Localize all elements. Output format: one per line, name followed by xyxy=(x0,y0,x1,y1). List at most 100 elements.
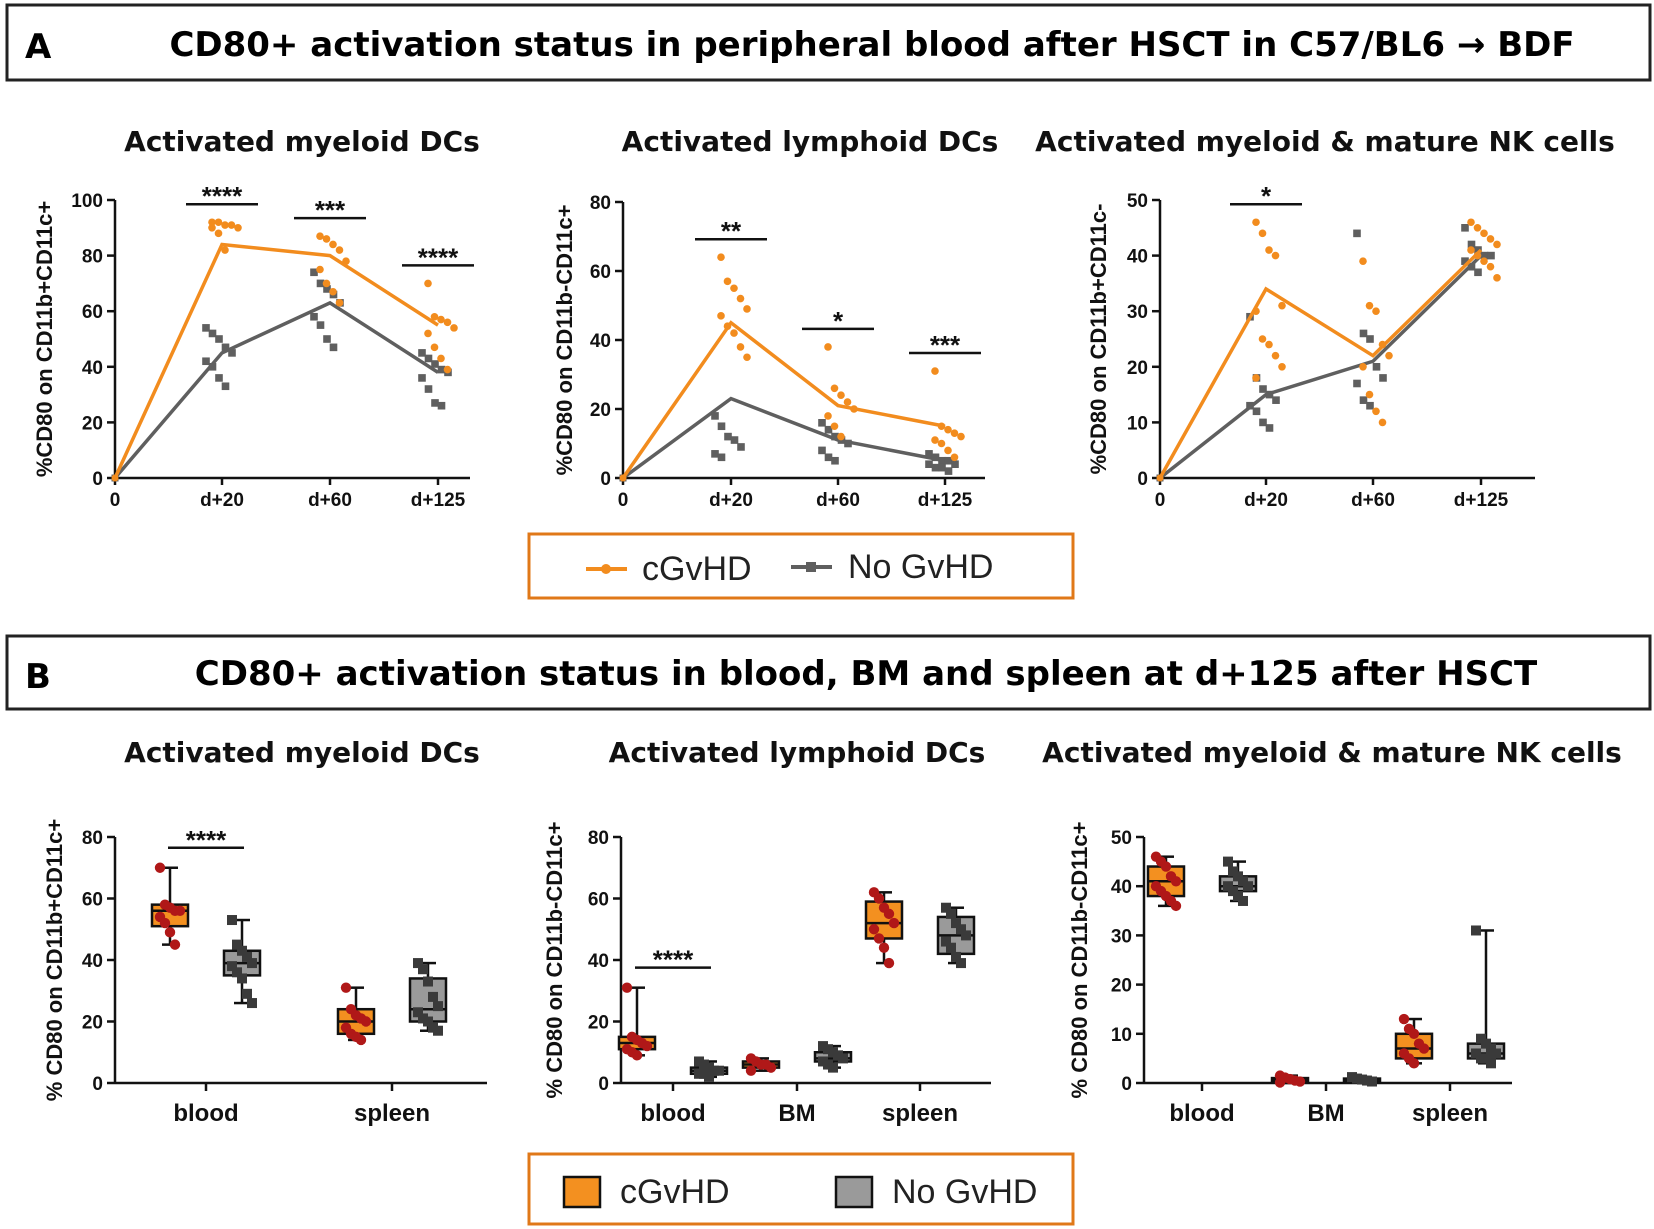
data-point-cgvhd xyxy=(931,367,939,375)
series-line-cgvhd xyxy=(621,320,946,479)
data-point-cgvhd xyxy=(850,405,858,413)
data-point-cgvhd xyxy=(424,279,432,288)
data-point-nogvhd xyxy=(202,357,210,366)
box-point-cgvhd xyxy=(888,917,900,929)
x-category-label: BM xyxy=(1307,1100,1344,1127)
y-tick-label: 20 xyxy=(1111,976,1132,997)
box-point-cgvhd xyxy=(1274,1077,1286,1088)
data-point-cgvhd xyxy=(1486,262,1495,271)
legend-a-cgvhd-label: cGvHD xyxy=(642,550,752,588)
box-point-nogvhd xyxy=(714,1065,724,1076)
data-point-nogvhd xyxy=(711,450,719,458)
data-point-cgvhd xyxy=(730,284,738,293)
x-tick-label: d+60 xyxy=(308,490,352,511)
data-point-nogvhd xyxy=(1359,396,1368,404)
data-point-nogvhd xyxy=(818,419,826,427)
significance-stars: *** xyxy=(315,195,346,225)
data-point-cgvhd xyxy=(1365,301,1374,310)
x-category-label: blood xyxy=(640,1100,705,1127)
data-point-nogvhd xyxy=(316,279,325,288)
data-point-cgvhd xyxy=(322,235,331,243)
y-axis-label: %CD80 on CD11b+CD11c+ xyxy=(32,201,57,477)
x-category-label: spleen xyxy=(1412,1100,1488,1127)
box-point-nogvhd xyxy=(1471,925,1481,936)
legend-b-cgvhd-swatch xyxy=(562,1175,602,1209)
data-point-nogvhd xyxy=(818,446,826,455)
series-line-cgvhd xyxy=(113,242,439,479)
y-tick-label: 10 xyxy=(1111,1025,1132,1046)
data-point-cgvhd xyxy=(1265,340,1273,349)
data-point-cgvhd xyxy=(1378,340,1387,349)
data-point-cgvhd xyxy=(443,318,452,327)
data-point-cgvhd xyxy=(1359,363,1367,371)
box-point-cgvhd xyxy=(1170,876,1182,887)
data-point-cgvhd xyxy=(322,279,331,288)
data-point-nogvhd xyxy=(1366,401,1374,410)
box-point-nogvhd xyxy=(951,951,961,962)
series-line-nogvhd xyxy=(1158,254,1483,480)
box-point-cgvhd xyxy=(1160,861,1172,872)
data-point-cgvhd xyxy=(437,315,445,324)
data-point-cgvhd xyxy=(1473,224,1482,232)
data-point-cgvhd xyxy=(723,322,732,331)
data-point-nogvhd xyxy=(1487,251,1495,260)
chart-b2-lymphoid-dcs: Activated lymphoid DCs % CD80 on CD11b-CD… xyxy=(542,736,991,1127)
data-point-nogvhd xyxy=(208,363,217,371)
y-tick-label: 40 xyxy=(1127,247,1148,268)
box-point-cgvhd xyxy=(174,905,186,916)
data-point-cgvhd xyxy=(1265,246,1273,254)
data-point-cgvhd xyxy=(1258,229,1267,238)
origin-point xyxy=(1156,474,1164,482)
y-tick-label: 80 xyxy=(590,193,611,214)
data-point-cgvhd xyxy=(950,453,959,462)
significance-stars: * xyxy=(833,306,844,336)
data-point-cgvhd xyxy=(1271,251,1280,260)
legend-b-cgvhd-label: cGvHD xyxy=(620,1173,730,1211)
y-tick-label: 60 xyxy=(82,890,103,911)
data-point-nogvhd xyxy=(437,365,446,374)
origin-point xyxy=(111,474,119,482)
data-point-nogvhd xyxy=(711,412,719,420)
y-tick-label: 40 xyxy=(1111,877,1132,898)
box-point-nogvhd xyxy=(838,1053,848,1064)
data-point-nogvhd xyxy=(925,450,933,458)
box-point-nogvhd xyxy=(418,964,428,975)
box-point-nogvhd xyxy=(956,958,966,969)
data-point-nogvhd xyxy=(228,349,236,357)
box-point-nogvhd xyxy=(423,1016,433,1027)
data-point-nogvhd xyxy=(1259,418,1267,427)
data-point-nogvhd xyxy=(1474,268,1482,277)
data-point-cgvhd xyxy=(944,425,952,434)
legend-a: cGvHD No GvHD xyxy=(527,532,1075,600)
data-point-cgvhd xyxy=(717,312,725,320)
data-point-nogvhd xyxy=(831,432,839,441)
y-tick-label: 80 xyxy=(82,828,103,849)
data-point-nogvhd xyxy=(944,467,953,475)
x-category-label: spleen xyxy=(882,1100,958,1127)
panel-b-title: CD80+ activation status in blood, BM and… xyxy=(195,654,1538,694)
x-category-label: blood xyxy=(1169,1100,1234,1127)
box-point-cgvhd xyxy=(159,917,171,929)
data-point-cgvhd xyxy=(1359,257,1367,265)
data-point-nogvhd xyxy=(717,453,726,462)
box-point-cgvhd xyxy=(164,927,176,938)
box-point-nogvhd xyxy=(423,976,433,987)
data-point-nogvhd xyxy=(1272,396,1280,404)
box-point-nogvhd xyxy=(247,958,257,969)
panel-a-header: A CD80+ activation status in peripheral … xyxy=(5,3,1652,82)
data-point-cgvhd xyxy=(1278,363,1286,371)
data-point-cgvhd xyxy=(221,221,229,229)
y-tick-label: 0 xyxy=(598,1074,609,1095)
box-point-cgvhd xyxy=(641,1040,653,1052)
box-point-cgvhd xyxy=(1408,1028,1420,1040)
x-tick-label: d+20 xyxy=(200,490,244,511)
data-point-cgvhd xyxy=(1372,407,1380,416)
data-point-nogvhd xyxy=(944,456,953,465)
y-tick-label: 80 xyxy=(82,247,103,268)
chart-title: Activated lymphoid DCs xyxy=(622,125,999,158)
legend-a-cgvhd-marker xyxy=(601,564,611,574)
data-point-cgvhd xyxy=(1271,351,1280,360)
box-point-cgvhd xyxy=(765,1062,777,1073)
box-point-nogvhd xyxy=(433,1001,443,1012)
